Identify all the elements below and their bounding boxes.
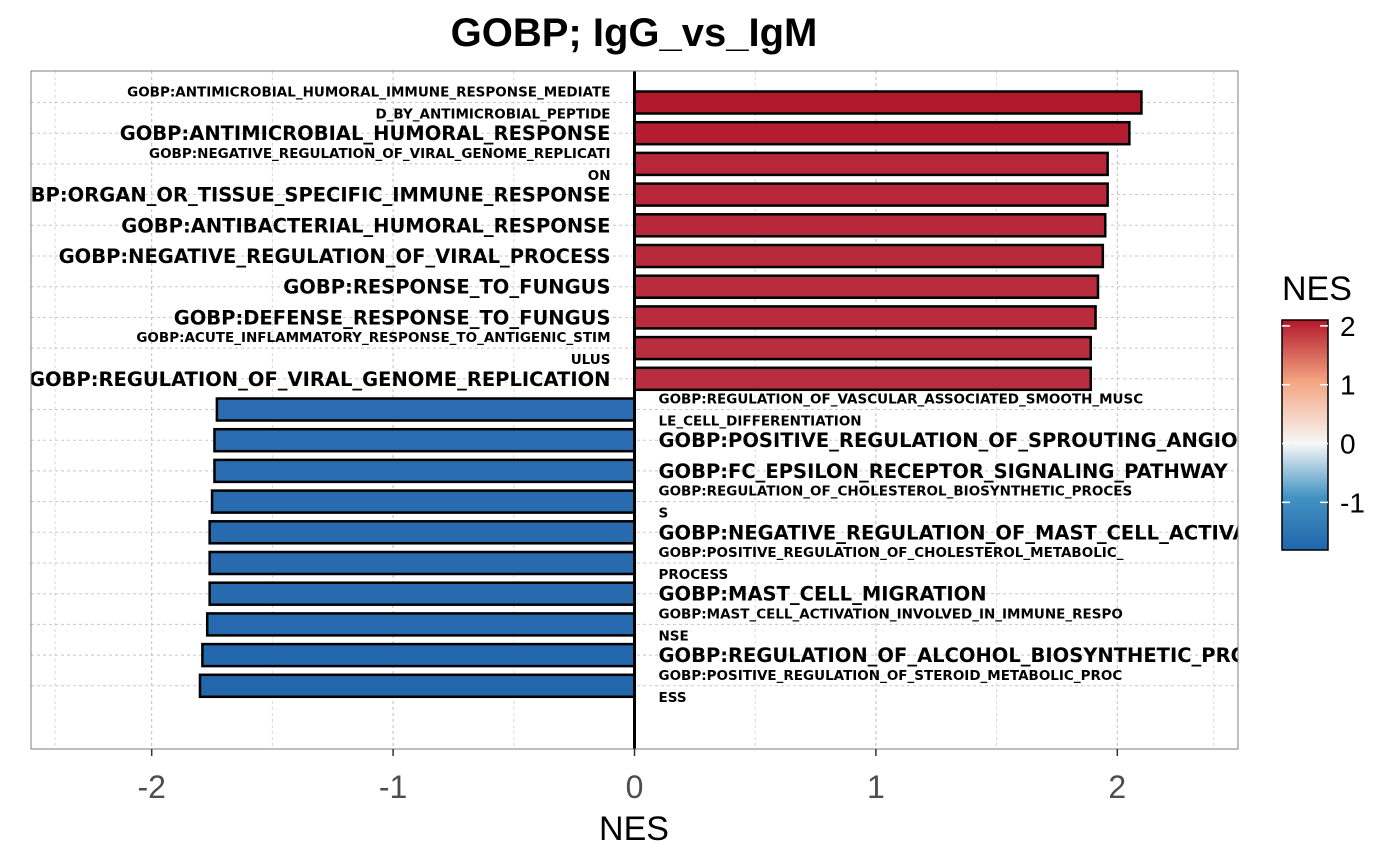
bar <box>633 366 1092 392</box>
bars <box>198 90 1143 699</box>
term-label-line: GOBP:ANTIMICROBIAL_HUMORAL_IMMUNE_RESPON… <box>127 85 610 101</box>
bar <box>633 151 1109 177</box>
legend-tick-label: 0 <box>1340 429 1356 460</box>
term-label-line: NSE <box>659 628 689 644</box>
term-label-line: LE_CELL_DIFFERENTIATION <box>659 414 862 430</box>
term-label-line: GOBP:REGULATION_OF_CHOLESTEROL_BIOSYNTHE… <box>659 484 1133 500</box>
term-label: GOBP:POSITIVE_REGULATION_OF_STEROID_META… <box>659 668 1123 706</box>
term-label: GOBP:NEGATIVE_REGULATION_OF_VIRAL_PROCES… <box>59 245 611 268</box>
bar <box>208 520 636 545</box>
legend-colorbar <box>1281 319 1329 551</box>
bar <box>633 305 1097 330</box>
term-label: GOBP:ACUTE_INFLAMMATORY_RESPONSE_TO_ANTI… <box>136 330 610 368</box>
term-label-line: GOBP:MAST_CELL_ACTIVATION_INVOLVED_IN_IM… <box>659 606 1123 622</box>
term-label: GOBP:MAST_CELL_ACTIVATION_INVOLVED_IN_IM… <box>659 606 1123 644</box>
legend-title: NES <box>1282 270 1352 308</box>
bar <box>213 458 636 484</box>
bar <box>633 90 1143 115</box>
legend: NES 2 1 0 -1 <box>1281 270 1365 551</box>
term-label-line: S <box>659 506 669 522</box>
bar <box>208 581 636 606</box>
bar <box>633 120 1131 146</box>
bar <box>208 550 636 576</box>
bar <box>633 243 1105 269</box>
term-label-line: ON <box>588 168 611 184</box>
term-label: GOBP:DEFENSE_RESPONSE_TO_FUNGUS <box>174 306 611 329</box>
legend-ticks: 2 1 0 -1 <box>1282 311 1365 518</box>
plot-panel: GOBP:ANTIMICROBIAL_HUMORAL_IMMUNE_RESPON… <box>0 70 1332 750</box>
legend-tick-label: 2 <box>1340 311 1356 342</box>
term-label: GOBP:REGULATION_OF_VASCULAR_ASSOCIATED_S… <box>659 392 1144 430</box>
term-label: GOBP:ANTIMICROBIAL_HUMORAL_RESPONSE <box>120 122 611 145</box>
term-label: GOBP:NEGATIVE_REGULATION_OF_VIRAL_GENOME… <box>149 146 611 184</box>
term-labels: GOBP:ANTIMICROBIAL_HUMORAL_IMMUNE_RESPON… <box>0 85 1332 706</box>
term-label: GOBP:MAST_CELL_MIGRATION <box>659 583 987 606</box>
term-label: GOBP:POSITIVE_REGULATION_OF_SPROUTING_AN… <box>659 429 1332 452</box>
bar <box>215 397 636 422</box>
term-label: GOBP:ANTIMICROBIAL_HUMORAL_IMMUNE_RESPON… <box>127 85 610 123</box>
term-label: GOBP:RESPONSE_TO_FUNGUS <box>283 276 610 299</box>
term-label: GOBP:POSITIVE_REGULATION_OF_CHOLESTEROL_… <box>659 545 1124 583</box>
term-label-line: GOBP:POSITIVE_REGULATION_OF_CHOLESTEROL_… <box>659 545 1124 561</box>
term-label-line: PROCESS <box>659 567 729 583</box>
x-tick-label: -1 <box>379 769 407 805</box>
legend-tick-label: -1 <box>1340 487 1365 518</box>
term-label: GOBP:ANTIBACTERIAL_HUMORAL_RESPONSE <box>121 214 610 237</box>
term-label-line: D_BY_ANTIMICROBIAL_PEPTIDE <box>375 107 610 123</box>
legend-tick-label: 1 <box>1340 370 1356 401</box>
x-tick-label: 1 <box>867 769 885 805</box>
bar <box>210 489 636 514</box>
x-axis: -2 -1 0 1 2 <box>137 749 1126 805</box>
term-label: GOBP:REGULATION_OF_VIRAL_GENOME_REPLICAT… <box>29 368 611 391</box>
term-label-line: ESS <box>659 690 687 706</box>
x-tick-label: 0 <box>626 769 644 805</box>
term-label: GOBP:ORGAN_OR_TISSUE_SPECIFIC_IMMUNE_RES… <box>0 184 611 207</box>
term-label-line: GOBP:NEGATIVE_REGULATION_OF_VIRAL_GENOME… <box>149 146 611 162</box>
term-label: GOBP:REGULATION_OF_ALCOHOL_BIOSYNTHETIC_… <box>659 644 1303 667</box>
term-label: GOBP:REGULATION_OF_CHOLESTEROL_BIOSYNTHE… <box>659 484 1133 522</box>
term-label-line: GOBP:ACUTE_INFLAMMATORY_RESPONSE_TO_ANTI… <box>136 330 610 346</box>
bar <box>205 612 636 637</box>
term-label: GOBP:FC_EPSILON_RECEPTOR_SIGNALING_PATHW… <box>659 460 1229 483</box>
bar <box>633 335 1092 361</box>
term-label-line: GOBP:POSITIVE_REGULATION_OF_STEROID_META… <box>659 668 1123 684</box>
x-tick-label: 2 <box>1108 769 1126 805</box>
term-label-line: GOBP:REGULATION_OF_VASCULAR_ASSOCIATED_S… <box>659 392 1144 408</box>
chart-title: GOBP; IgG_vs_IgM <box>451 11 818 55</box>
bar <box>198 673 636 699</box>
bar <box>201 642 636 668</box>
term-label-line: ULUS <box>571 352 611 368</box>
x-axis-title: NES <box>599 810 669 848</box>
bar <box>633 213 1107 238</box>
bar <box>633 274 1100 299</box>
bar <box>633 182 1109 207</box>
x-tick-label: -2 <box>137 769 165 805</box>
bar <box>213 427 636 453</box>
term-label: GOBP:NEGATIVE_REGULATION_OF_MAST_CELL_AC… <box>659 521 1300 544</box>
